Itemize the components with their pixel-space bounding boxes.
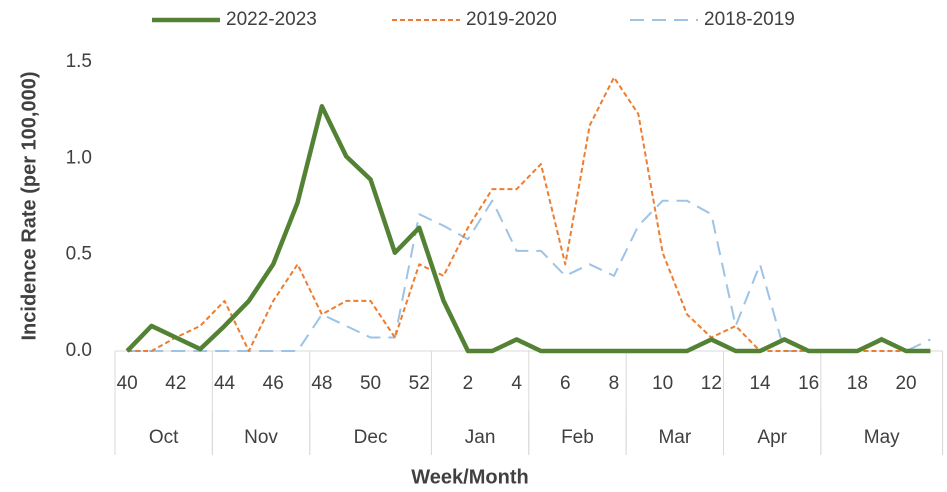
series-line (127, 76, 931, 352)
month-label: May (864, 427, 900, 448)
month-label: Dec (354, 427, 388, 448)
x-tick-label: 18 (847, 373, 868, 394)
x-tick-label: 40 (117, 373, 138, 394)
month-label: Oct (149, 427, 179, 448)
x-tick-label: 12 (701, 373, 722, 394)
x-tick-label: 50 (360, 373, 381, 394)
x-tick-label: 44 (214, 373, 236, 394)
y-tick-label: 0.0 (66, 340, 92, 361)
month-label: Mar (658, 427, 691, 448)
y-tick-label: 1.0 (66, 147, 92, 168)
x-tick-label: 46 (263, 373, 284, 394)
x-tick-label: 52 (409, 373, 430, 394)
month-label: Nov (244, 427, 278, 448)
legend-label: 2019-2020 (466, 9, 557, 30)
x-tick-label: 42 (165, 373, 186, 394)
x-tick-label: 6 (560, 373, 571, 394)
legend-label: 2022-2023 (226, 9, 317, 30)
x-tick-label: 8 (609, 373, 620, 394)
y-tick-label: 0.5 (66, 244, 92, 265)
month-label: Jan (465, 427, 496, 448)
month-label: Feb (561, 427, 594, 448)
series-line (127, 199, 931, 352)
x-tick-label: 14 (749, 373, 771, 394)
legend-label: 2018-2019 (704, 9, 795, 30)
x-tick-label: 48 (311, 373, 332, 394)
x-tick-label: 16 (798, 373, 819, 394)
y-axis-title: Incidence Rate (per 100,000) (18, 71, 40, 340)
x-tick-label: 20 (895, 373, 916, 394)
x-tick-label: 10 (652, 373, 673, 394)
x-tick-label: 2 (463, 373, 474, 394)
x-tick-label: 4 (511, 373, 522, 394)
x-axis-title: Week/Month (411, 466, 528, 488)
month-label: Apr (757, 427, 787, 448)
y-tick-label: 1.5 (66, 51, 92, 72)
series-line (125, 104, 931, 354)
